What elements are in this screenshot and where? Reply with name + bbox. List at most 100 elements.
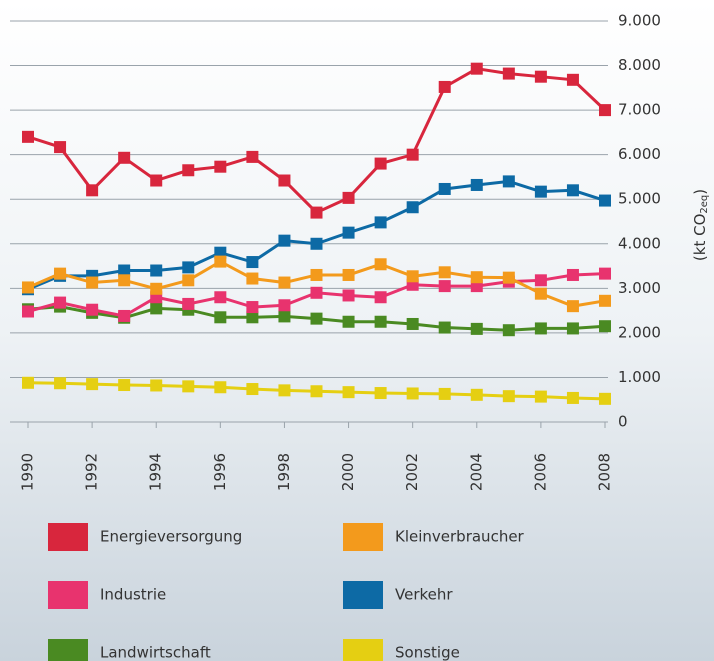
marker <box>182 261 195 274</box>
marker <box>566 300 579 313</box>
marker <box>118 309 131 322</box>
x-tick-label: 2002 <box>403 453 421 491</box>
y-tick-label: 0 <box>618 413 628 431</box>
marker <box>534 390 547 403</box>
marker <box>566 73 579 86</box>
y-axis-label: (kt CO2eq) <box>691 189 711 261</box>
x-tick-label: 1994 <box>147 453 165 491</box>
marker <box>310 268 323 281</box>
marker <box>278 310 291 323</box>
marker <box>278 276 291 289</box>
marker <box>342 191 355 204</box>
marker <box>22 130 34 143</box>
legend-label: Sonstige <box>395 644 460 661</box>
marker <box>310 312 323 325</box>
marker <box>278 384 291 397</box>
marker <box>22 281 34 294</box>
marker <box>54 267 67 280</box>
legend-label: Energieversorgung <box>100 528 242 546</box>
marker <box>86 303 99 316</box>
marker <box>342 315 355 328</box>
marker <box>246 301 259 314</box>
marker <box>470 322 483 335</box>
x-tick-label: 1998 <box>275 453 293 491</box>
marker <box>599 104 611 117</box>
marker <box>150 282 163 295</box>
marker <box>182 380 195 393</box>
marker <box>406 270 419 283</box>
marker <box>246 150 259 163</box>
marker <box>374 258 387 271</box>
marker <box>246 383 259 396</box>
marker <box>310 385 323 398</box>
legend-swatch <box>48 639 88 661</box>
marker <box>566 268 579 281</box>
y-tick-label: 6.000 <box>618 145 661 163</box>
marker <box>599 392 611 405</box>
legend-label: Kleinverbraucher <box>395 528 525 546</box>
legend-swatch <box>343 639 383 661</box>
marker <box>599 294 611 307</box>
x-tick-label: 2004 <box>467 453 485 491</box>
marker <box>342 268 355 281</box>
marker <box>438 80 451 93</box>
x-tick-label: 1992 <box>83 453 101 491</box>
marker <box>406 317 419 330</box>
marker <box>310 206 323 219</box>
marker <box>502 271 515 284</box>
marker <box>374 387 387 400</box>
marker <box>599 267 611 280</box>
y-label-main: (kt CO <box>691 214 709 261</box>
marker <box>374 157 387 170</box>
marker <box>406 148 419 161</box>
legend-swatch <box>48 581 88 609</box>
y-tick-label: 5.000 <box>618 190 661 208</box>
marker <box>278 234 291 247</box>
marker <box>150 302 163 315</box>
legend-swatch <box>343 581 383 609</box>
legend-label: Industrie <box>100 586 166 604</box>
marker <box>54 377 67 390</box>
marker <box>86 378 99 391</box>
marker <box>86 276 99 289</box>
marker <box>470 62 483 75</box>
marker <box>502 175 515 188</box>
y-tick-label: 4.000 <box>618 234 661 252</box>
y-label-end: ) <box>691 189 709 195</box>
marker <box>566 391 579 404</box>
x-tick-label: 1996 <box>211 453 229 491</box>
marker <box>502 324 515 337</box>
y-label-sub: 2eq <box>699 195 710 214</box>
marker <box>438 321 451 334</box>
legend-label: Verkehr <box>395 586 453 604</box>
marker <box>374 216 387 229</box>
marker <box>214 311 227 324</box>
marker <box>470 178 483 191</box>
marker <box>150 174 163 187</box>
marker <box>22 305 34 318</box>
marker <box>182 164 195 177</box>
marker <box>54 141 67 154</box>
x-tick-label: 2000 <box>339 453 357 491</box>
marker <box>118 274 131 287</box>
marker <box>246 311 259 324</box>
marker <box>214 255 227 268</box>
marker <box>182 274 195 287</box>
marker <box>54 296 67 309</box>
marker <box>150 264 163 277</box>
marker <box>246 272 259 285</box>
marker <box>438 280 451 293</box>
marker <box>310 286 323 299</box>
marker <box>566 322 579 335</box>
marker <box>406 387 419 400</box>
marker <box>118 379 131 392</box>
marker <box>374 291 387 304</box>
marker <box>342 386 355 399</box>
marker <box>182 297 195 310</box>
marker <box>438 266 451 279</box>
marker <box>502 390 515 403</box>
marker <box>599 320 611 333</box>
marker <box>246 256 259 269</box>
marker <box>86 184 99 197</box>
